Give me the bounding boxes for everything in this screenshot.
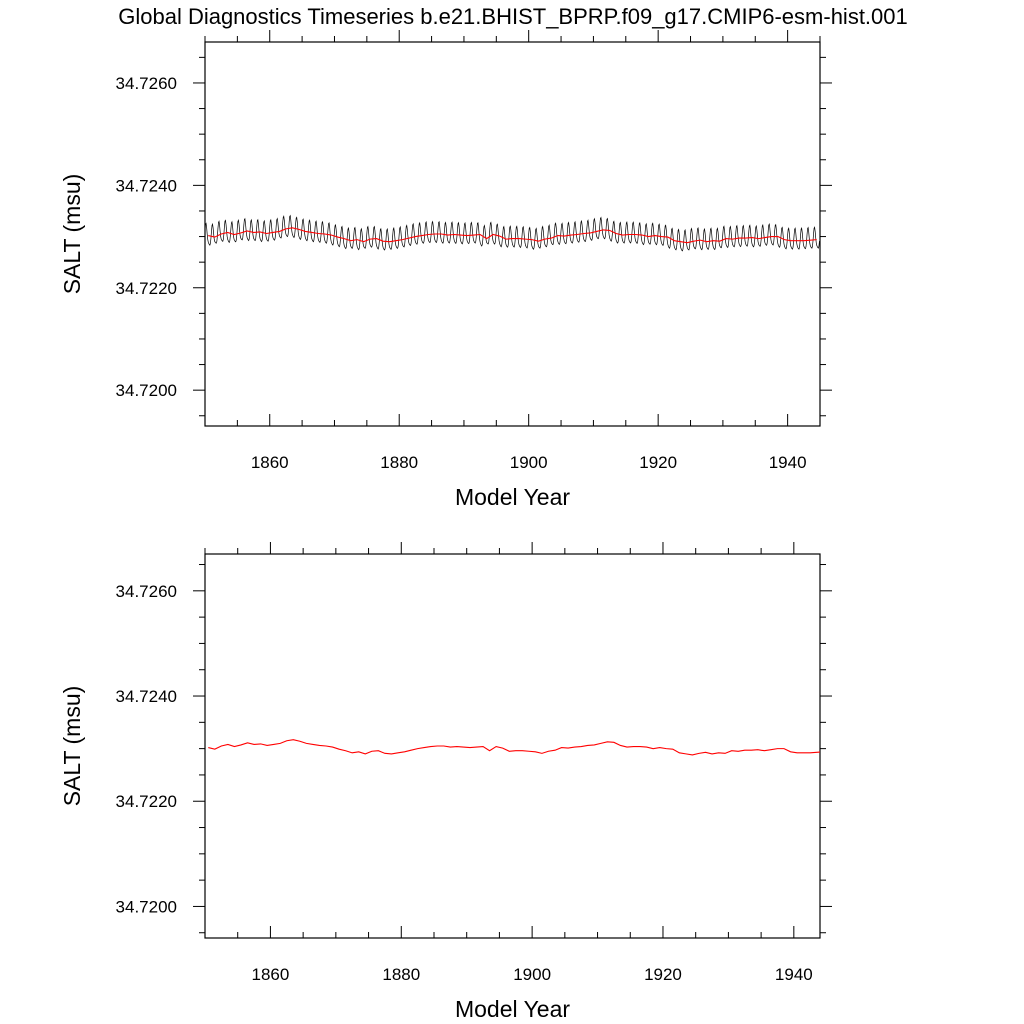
series-group (205, 214, 820, 252)
x-tick-label: 1920 (639, 453, 677, 472)
plot-frame (204, 553, 821, 939)
series-group (208, 739, 820, 756)
x-tick-label: 1940 (775, 965, 813, 984)
y-axis-title: SALT (msu) (59, 686, 85, 807)
x-tick-label: 1900 (510, 453, 548, 472)
x-axis-title: Model Year (455, 996, 570, 1022)
annual-mean-series-line (208, 739, 820, 756)
monthly-series-line (205, 214, 820, 252)
x-tick-label: 1880 (380, 453, 418, 472)
x-tick-label: 1880 (382, 965, 420, 984)
y-tick-label: 34.7240 (116, 687, 177, 706)
y-tick-label: 34.7260 (116, 582, 177, 601)
y-tick-label: 34.7220 (116, 279, 177, 298)
figure-title: Global Diagnostics Timeseries b.e21.BHIS… (118, 4, 908, 29)
timeseries-panel-top: 1860 1880 1900 1920 1940 34.7200 34.7220 34.724… (59, 30, 832, 510)
y-tick-label: 34.7200 (116, 381, 177, 400)
x-tick-label: 1860 (252, 965, 290, 984)
x-tick-label: 1860 (251, 453, 289, 472)
timeseries-panel-bottom: 1860 1880 1900 1920 1940 34.7200 34.7220 34.724… (59, 542, 832, 1022)
y-tick-label: 34.7200 (116, 897, 177, 916)
x-axis-title: Model Year (455, 484, 570, 510)
plot-frame (204, 41, 821, 427)
y-tick-label: 34.7240 (116, 176, 177, 195)
x-tick-label: 1940 (769, 453, 807, 472)
x-tick-label: 1920 (644, 965, 682, 984)
y-tick-label: 34.7220 (116, 792, 177, 811)
y-tick-label: 34.7260 (116, 74, 177, 93)
annual-mean-series-line (208, 227, 817, 244)
y-axis-title: SALT (msu) (59, 174, 85, 295)
x-tick-label: 1900 (513, 965, 551, 984)
